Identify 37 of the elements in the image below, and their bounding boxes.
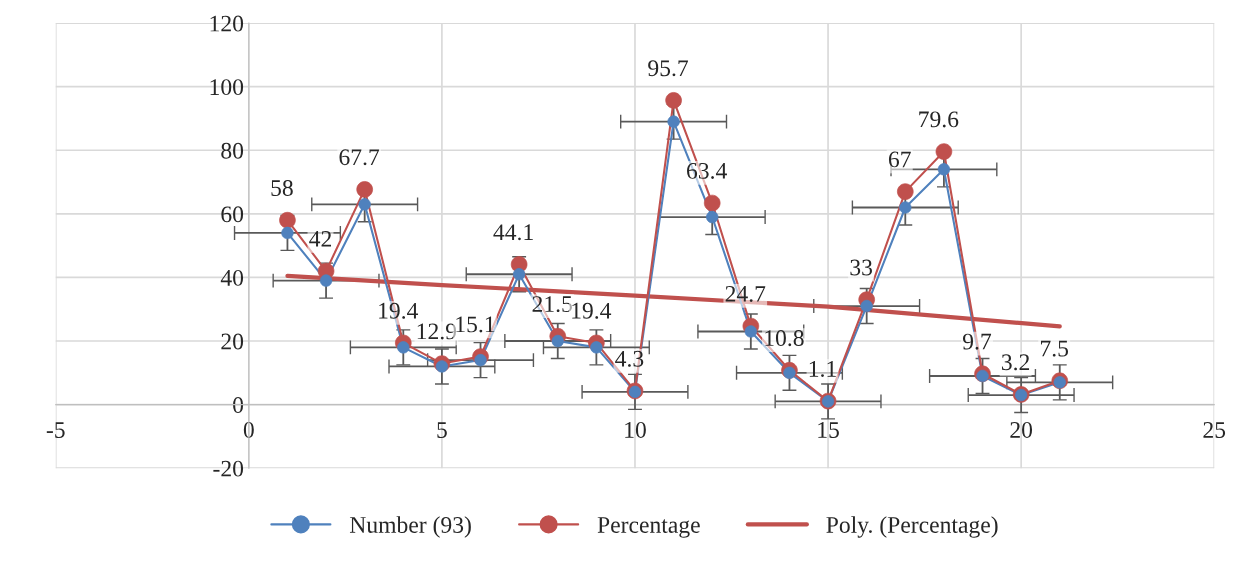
data-label: 1.1 bbox=[809, 361, 836, 377]
data-label: 67 bbox=[888, 151, 911, 168]
data-label: 19.4 bbox=[572, 302, 612, 319]
x-tick-label: 5 bbox=[437, 422, 447, 438]
data-label: 12.9 bbox=[417, 323, 457, 340]
x-tick-label: 25 bbox=[1203, 422, 1226, 438]
data-label: 63.4 bbox=[687, 162, 727, 179]
legend-label: Poly. (Percentage) bbox=[826, 516, 998, 538]
data-label: 79.6 bbox=[919, 111, 959, 128]
data-label: 24.7 bbox=[725, 285, 766, 302]
data-label: 7.5 bbox=[1041, 340, 1069, 357]
y-tick-label: 40 bbox=[220, 269, 244, 286]
data-label: 58 bbox=[271, 180, 293, 196]
x-tick-label: -5 bbox=[46, 422, 65, 438]
data-label: 42 bbox=[309, 230, 332, 247]
y-tick-label: 80 bbox=[221, 142, 244, 159]
y-tick-label: -20 bbox=[213, 460, 244, 477]
data-label: 67.7 bbox=[339, 149, 380, 166]
data-label: 44.1 bbox=[493, 224, 533, 241]
data-label: 10.8 bbox=[765, 330, 804, 347]
y-tick-label: 120 bbox=[210, 15, 244, 32]
legend-label: Number (93) bbox=[349, 516, 471, 538]
y-tick-label: 20 bbox=[221, 333, 244, 350]
y-tick-label: 100 bbox=[210, 79, 244, 96]
data-label: 9.7 bbox=[962, 333, 992, 350]
data-label: 95.7 bbox=[648, 60, 689, 77]
data-label: 3.2 bbox=[1001, 354, 1030, 371]
x-tick-label: 20 bbox=[1010, 421, 1033, 438]
x-tick-label: 10 bbox=[625, 421, 646, 438]
legend-label: Percentage bbox=[597, 517, 700, 538]
data-label: 19.4 bbox=[379, 302, 419, 319]
x-tick-label: 15 bbox=[818, 422, 839, 438]
y-tick-label: 60 bbox=[221, 206, 244, 223]
data-label: 15.1 bbox=[456, 316, 495, 333]
data-label: 21.5 bbox=[532, 296, 572, 313]
data-label: 33 bbox=[850, 259, 873, 276]
data-label: 4.3 bbox=[615, 350, 644, 367]
